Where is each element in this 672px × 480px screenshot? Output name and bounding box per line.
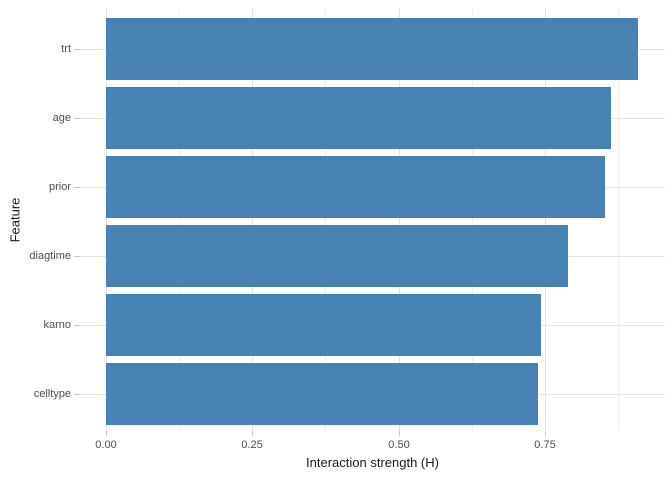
y-tick-label-celltype: celltype [33,388,71,400]
bar-prior [106,156,605,218]
bar-age [106,87,611,149]
y-tick-mark-prior [74,187,80,188]
y-tick-mark-age [74,118,80,119]
y-axis-title: Feature [7,197,23,242]
gridline-major-vertical [252,8,253,431]
x-tick-mark-0.00 [106,431,107,436]
y-tick-label-karno: karno [43,319,71,331]
gridline-major-vertical [106,8,107,431]
gridline-minor-vertical [179,8,180,431]
x-tick-label-0.75: 0.75 [534,439,556,451]
x-tick-label-0.25: 0.25 [241,439,263,451]
bar-diagtime [106,225,568,287]
y-tick-mark-trt [74,49,80,50]
y-tick-mark-celltype [74,394,80,395]
x-tick-mark-0.75 [545,431,546,436]
y-tick-label-trt: trt [61,43,71,55]
x-tick-mark-0.50 [399,431,400,436]
x-tick-label-0.00: 0.00 [95,439,117,451]
gridline-major-vertical [545,8,546,431]
gridline-minor-vertical [472,8,473,431]
gridline-minor-vertical [325,8,326,431]
y-tick-label-diagtime: diagtime [29,250,71,262]
x-tick-label-0.50: 0.50 [388,439,410,451]
x-axis-title: Interaction strength (H) [306,455,439,470]
bar-trt [106,18,638,80]
gridline-minor-vertical [618,8,619,431]
gridline-major-vertical [399,8,400,431]
plot-panel [80,8,665,431]
bar-celltype [106,363,538,425]
y-tick-mark-diagtime [74,256,80,257]
x-tick-mark-0.25 [252,431,253,436]
y-tick-mark-karno [74,325,80,326]
y-tick-label-age: age [52,112,71,124]
bar-karno [106,294,541,356]
y-tick-label-prior: prior [48,181,71,193]
